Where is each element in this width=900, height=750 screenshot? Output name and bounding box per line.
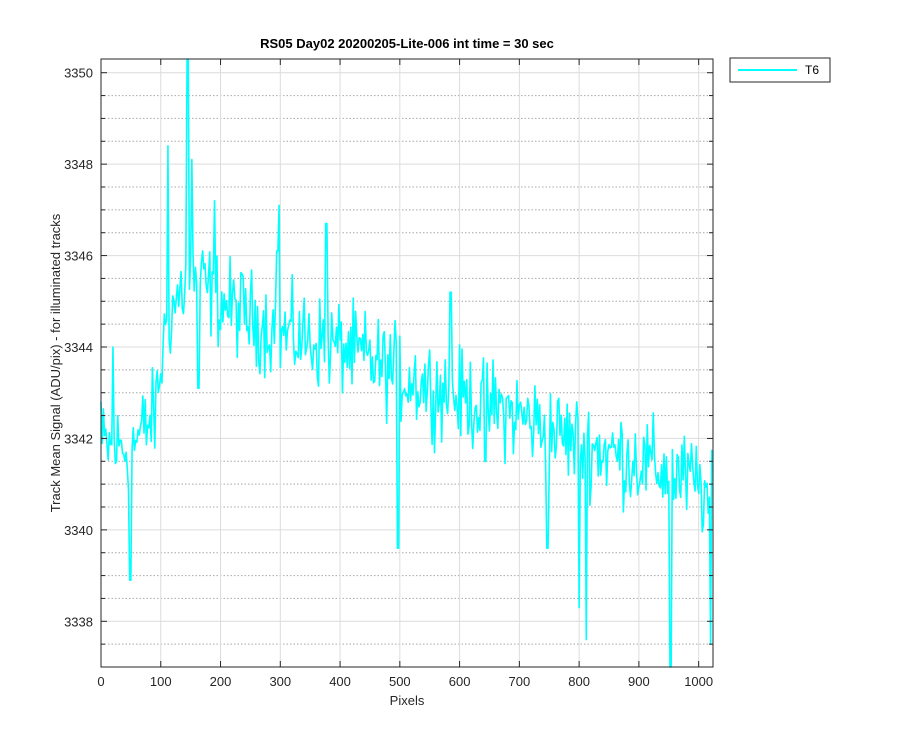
x-tick-label: 600 xyxy=(449,674,471,689)
x-tick-label: 100 xyxy=(150,674,172,689)
x-tick-label: 300 xyxy=(269,674,291,689)
y-tick-label: 3348 xyxy=(64,157,93,172)
x-tick-label: 700 xyxy=(509,674,531,689)
series-line-t6 xyxy=(100,58,713,668)
x-tick-label: 900 xyxy=(628,674,650,689)
x-tick-label: 500 xyxy=(389,674,411,689)
plot-frame xyxy=(100,58,714,668)
legend-label-t6: T6 xyxy=(805,63,819,77)
y-tick-label: 3346 xyxy=(64,249,93,264)
x-tick-label: 800 xyxy=(568,674,590,689)
legend: T6 xyxy=(729,57,831,83)
y-tick-label: 3340 xyxy=(64,523,93,538)
y-tick-label: 3338 xyxy=(64,614,93,629)
plot-area xyxy=(101,59,713,667)
x-tick-label: 0 xyxy=(97,674,104,689)
chart-title: RS05 Day02 20200205-Lite-006 int time = … xyxy=(260,36,554,51)
minor-grid xyxy=(101,95,713,668)
y-axis-label: Track Mean Signal (ADU/pix) - for illumi… xyxy=(48,213,63,512)
x-tick-label: 200 xyxy=(210,674,232,689)
x-axis-label: Pixels xyxy=(390,693,425,708)
x-tick-label: 1000 xyxy=(684,674,713,689)
y-tick-label: 3342 xyxy=(64,431,93,446)
ticks-layer: 0 100 200 300 400 500 600 700 800 900 1000 3338 3340… xyxy=(64,59,713,689)
y-tick-label: 3350 xyxy=(64,66,93,81)
series-layer xyxy=(100,58,713,668)
x-tick-label: 400 xyxy=(329,674,351,689)
y-tick-label: 3344 xyxy=(64,340,93,355)
